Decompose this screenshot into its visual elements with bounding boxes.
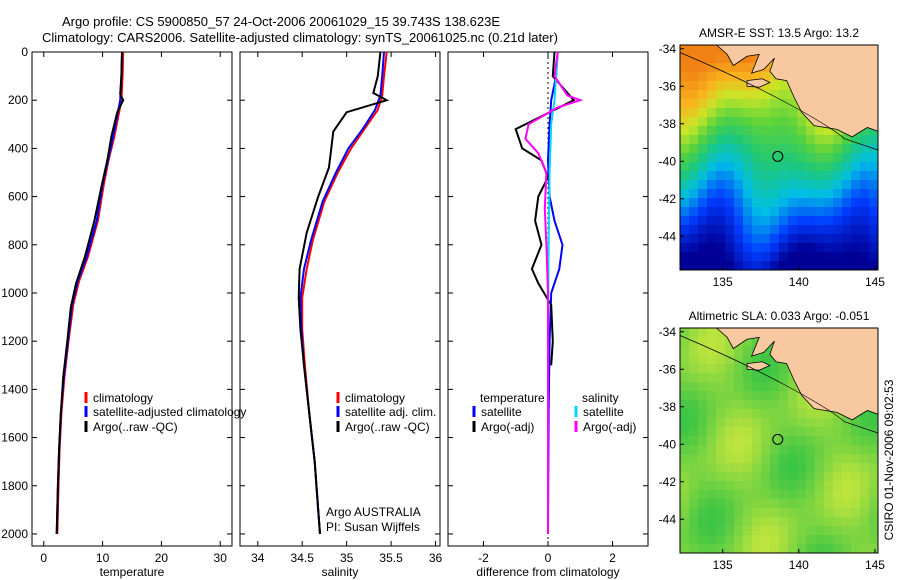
x-tick-label-temperature: 20 (155, 551, 169, 565)
map-y-tick-label-sla_map: -34 (659, 325, 677, 339)
map-x-tick-label-sla_map: 145 (865, 558, 885, 572)
map-x-tick-label-sla_map: 135 (713, 558, 733, 572)
y-tick-label: 200 (8, 93, 28, 107)
series-line-temperature-satellite (546, 51, 564, 535)
legend-temp-climatology-label: climatology (93, 391, 153, 405)
map-y-tick-label-sla_map: -44 (659, 512, 677, 526)
series-line-argo-raw-qc- (55, 51, 125, 535)
land-kangaroo-island-sst_map (746, 78, 771, 88)
x-tick-label-salinity: 35 (340, 551, 354, 565)
x-axis-label-temperature: temperature (100, 565, 165, 579)
note-argo-australia: Argo AUSTRALIA (326, 505, 421, 519)
legend-diff-temp-satellite-label: satellite (481, 405, 522, 419)
x-tick-label-salinity: 34.5 (291, 551, 315, 565)
map-y-tick-label-sst_map: -38 (659, 117, 677, 131)
y-tick-label: 1600 (1, 431, 28, 445)
y-tick-label: 1200 (1, 334, 28, 348)
legend-diff-temperature-header: temperature (480, 391, 545, 405)
y-tick-label: 1800 (1, 479, 28, 493)
shelf-contour-sst_map (679, 52, 879, 151)
legend-diff-temp-argo-label: Argo(-adj) (481, 420, 534, 434)
x-tick-label-difference: 2 (609, 551, 616, 565)
plot-frame-temperature (31, 51, 233, 547)
map-frame-sst_map (679, 44, 879, 271)
legend-temp-argo-label: Argo(..raw -QC) (93, 420, 178, 434)
map-y-tick-label-sst_map: -40 (659, 154, 677, 168)
shelf-contour-sla_map (679, 335, 879, 434)
y-tick-label: 1000 (1, 286, 28, 300)
map-x-tick-label-sst_map: 135 (713, 275, 733, 289)
land-australia-sst_map (680, 44, 879, 138)
y-tick-label: 800 (8, 238, 28, 252)
y-tick-label: 1400 (1, 382, 28, 396)
credit-timestamp: CSIRO 01-Nov-2006 09:02:53 (882, 379, 896, 540)
y-tick-label: 400 (8, 141, 28, 155)
legend-sal-climatology-label: climatology (345, 391, 405, 405)
legend-diff-salinity-header: salinity (582, 391, 619, 405)
x-tick-label-temperature: 30 (214, 551, 228, 565)
x-tick-label-difference: -2 (478, 551, 489, 565)
legend-diff-sal-satellite-label: satellite (583, 405, 624, 419)
figure-title-line1: Argo profile: CS 5900850_57 24-Oct-2006 … (62, 14, 501, 29)
map-y-tick-label-sst_map: -36 (659, 79, 677, 93)
map-y-tick-label-sla_map: -38 (659, 400, 677, 414)
x-tick-label-salinity: 36 (429, 551, 443, 565)
x-tick-label-salinity: 34 (251, 551, 265, 565)
map-y-tick-label-sla_map: -36 (659, 362, 677, 376)
map-x-tick-label-sst_map: 145 (865, 275, 885, 289)
note-pi-name: PI: Susan Wijffels (326, 520, 420, 534)
map-frame-sla_map (679, 327, 879, 554)
land-australia-sla_map (680, 327, 879, 421)
map-y-tick-label-sla_map: -42 (659, 475, 677, 489)
legend-sal-satellite-label: satellite adj. clim. (345, 405, 436, 419)
x-tick-label-temperature: 0 (40, 551, 47, 565)
map-title-sla_map: Altimetric SLA: 0.033 Argo: -0.051 (689, 309, 870, 323)
map-y-tick-label-sst_map: -44 (659, 229, 677, 243)
x-tick-label-difference: 0 (545, 551, 552, 565)
map-y-tick-label-sst_map: -34 (659, 42, 677, 56)
legend-sal-argo-label: Argo(..raw -QC) (345, 420, 430, 434)
y-tick-label: 600 (8, 190, 28, 204)
land-kangaroo-island-sla_map (746, 361, 771, 371)
figure-title-line2: Climatology: CARS2006. Satellite-adjuste… (42, 30, 558, 45)
x-axis-label-difference: difference from climatology (476, 565, 619, 579)
plot-frame-salinity (239, 51, 441, 547)
argo-location-marker-sla_map (772, 433, 784, 445)
argo-location-marker-sst_map (772, 150, 784, 162)
legend-diff-sal-argo-label: Argo(-adj) (583, 420, 636, 434)
legend-temp-satellite-label: satellite-adjusted climatology (93, 405, 246, 419)
series-line-salinity-argo-adj- (524, 51, 584, 534)
map-title-sst_map: AMSR-E SST: 13.5 Argo: 13.2 (699, 26, 859, 40)
x-axis-label-salinity: salinity (322, 565, 359, 579)
y-tick-label: 0 (21, 45, 28, 59)
map-x-tick-label-sla_map: 140 (789, 558, 809, 572)
series-line-argo-raw-qc- (297, 51, 390, 535)
y-tick-label: 2000 (1, 527, 28, 541)
x-tick-label-salinity: 35.5 (379, 551, 403, 565)
map-y-tick-label-sst_map: -42 (659, 192, 677, 206)
map-y-tick-label-sla_map: -40 (659, 437, 677, 451)
map-x-tick-label-sst_map: 140 (789, 275, 809, 289)
x-tick-label-temperature: 10 (96, 551, 110, 565)
